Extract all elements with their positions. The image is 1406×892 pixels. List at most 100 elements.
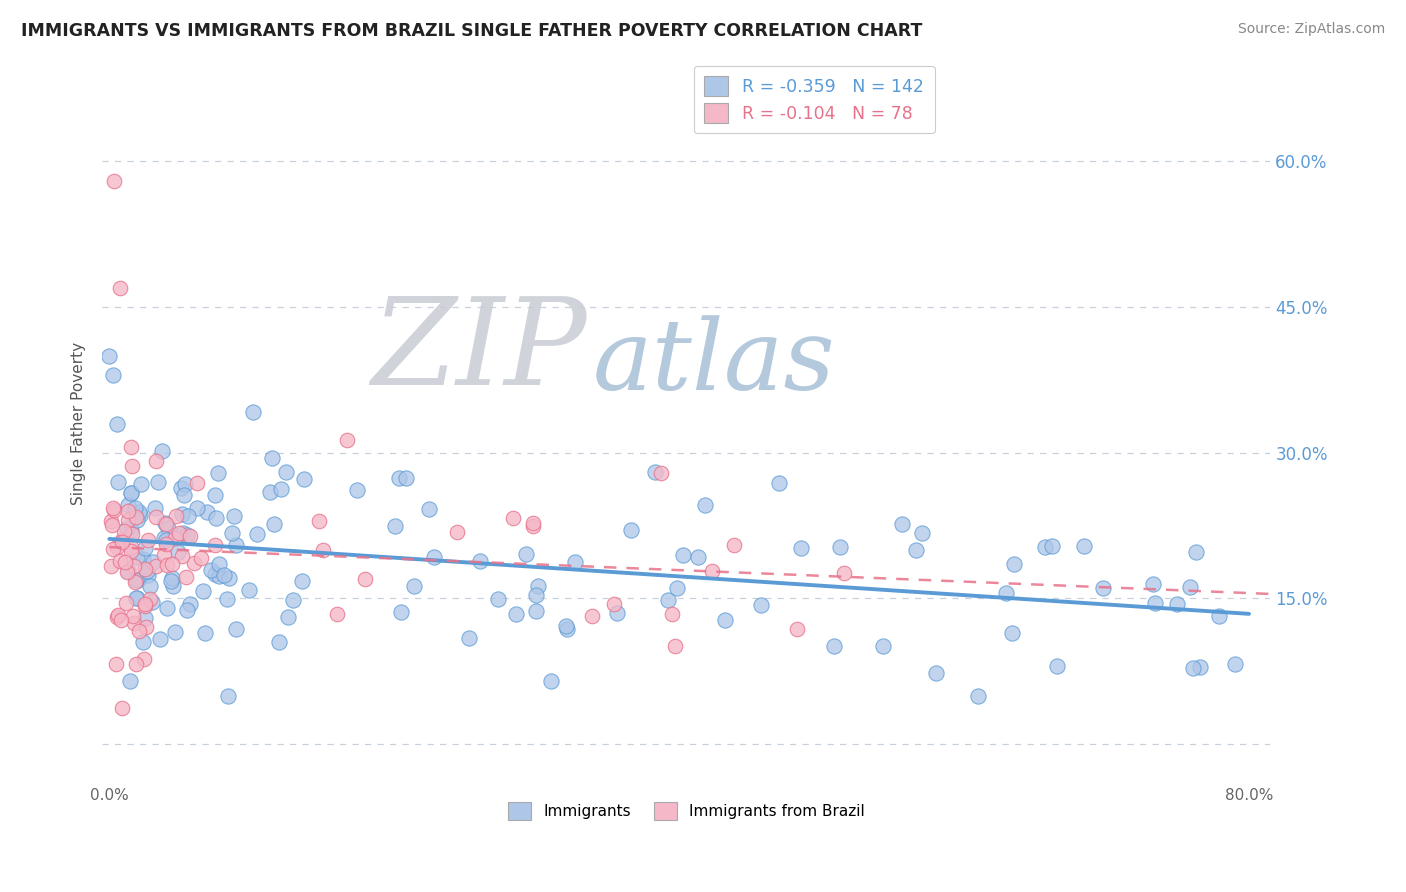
Point	[1033, 540, 1056, 554]
Point	[163, 625, 186, 640]
Point	[191, 583, 214, 598]
Point	[522, 516, 544, 530]
Point	[389, 605, 412, 619]
Point	[832, 566, 855, 580]
Legend: Immigrants, Immigrants from Brazil: Immigrants, Immigrants from Brazil	[502, 796, 870, 826]
Point	[120, 544, 142, 558]
Point	[120, 540, 142, 554]
Point	[515, 547, 537, 561]
Point	[121, 609, 143, 624]
Point	[672, 548, 695, 562]
Text: Source: ZipAtlas.com: Source: ZipAtlas.com	[1237, 22, 1385, 37]
Point	[162, 578, 184, 592]
Point	[1225, 657, 1247, 671]
Point	[110, 613, 132, 627]
Point	[221, 525, 243, 540]
Point	[217, 689, 239, 703]
Point	[177, 508, 200, 523]
Point	[134, 597, 156, 611]
Point	[1142, 577, 1164, 591]
Point	[540, 673, 562, 688]
Point	[204, 566, 226, 581]
Point	[134, 599, 156, 614]
Point	[153, 531, 176, 545]
Point	[1091, 581, 1114, 595]
Point	[564, 555, 586, 569]
Point	[127, 513, 149, 527]
Point	[101, 518, 124, 533]
Point	[274, 465, 297, 479]
Point	[346, 483, 368, 497]
Point	[103, 500, 125, 515]
Point	[108, 280, 131, 294]
Point	[138, 568, 160, 582]
Point	[200, 563, 222, 577]
Point	[905, 542, 928, 557]
Point	[418, 502, 440, 516]
Point	[145, 510, 167, 524]
Point	[402, 578, 425, 592]
Point	[308, 514, 330, 528]
Point	[666, 581, 689, 595]
Point	[1181, 661, 1204, 675]
Point	[555, 622, 578, 636]
Point	[238, 582, 260, 597]
Point	[270, 482, 292, 496]
Point	[204, 487, 226, 501]
Point	[1166, 598, 1188, 612]
Point	[823, 640, 845, 654]
Point	[134, 611, 156, 625]
Point	[204, 538, 226, 552]
Point	[277, 610, 299, 624]
Point	[246, 527, 269, 541]
Point	[122, 616, 145, 631]
Point	[695, 498, 717, 512]
Point	[786, 622, 808, 636]
Point	[395, 471, 418, 485]
Point	[155, 533, 177, 547]
Point	[212, 568, 235, 582]
Point	[207, 466, 229, 480]
Point	[1040, 539, 1063, 553]
Text: IMMIGRANTS VS IMMIGRANTS FROM BRAZIL SINGLE FATHER POVERTY CORRELATION CHART: IMMIGRANTS VS IMMIGRANTS FROM BRAZIL SIN…	[21, 22, 922, 40]
Point	[105, 540, 128, 554]
Point	[127, 573, 149, 587]
Point	[292, 472, 315, 486]
Y-axis label: Single Father Poverty: Single Father Poverty	[72, 342, 86, 505]
Point	[170, 507, 193, 521]
Point	[112, 524, 135, 538]
Point	[524, 588, 547, 602]
Point	[486, 592, 509, 607]
Point	[606, 606, 628, 620]
Point	[179, 597, 201, 611]
Point	[190, 551, 212, 566]
Point	[128, 624, 150, 638]
Point	[176, 603, 198, 617]
Point	[134, 541, 156, 555]
Point	[138, 533, 160, 547]
Point	[124, 574, 146, 589]
Point	[554, 618, 576, 632]
Point	[700, 565, 723, 579]
Point	[145, 454, 167, 468]
Point	[872, 639, 894, 653]
Point	[1178, 580, 1201, 594]
Point	[103, 503, 125, 517]
Point	[125, 657, 148, 672]
Point	[1185, 544, 1208, 558]
Point	[336, 434, 359, 448]
Point	[131, 552, 153, 566]
Point	[790, 541, 813, 555]
Point	[100, 515, 122, 529]
Text: atlas: atlas	[593, 315, 835, 410]
Point	[208, 569, 231, 583]
Point	[155, 517, 177, 532]
Point	[150, 444, 173, 458]
Point	[145, 559, 167, 574]
Point	[111, 533, 134, 548]
Point	[134, 651, 156, 665]
Point	[124, 591, 146, 605]
Point	[172, 525, 194, 540]
Point	[111, 701, 134, 715]
Point	[105, 417, 128, 431]
